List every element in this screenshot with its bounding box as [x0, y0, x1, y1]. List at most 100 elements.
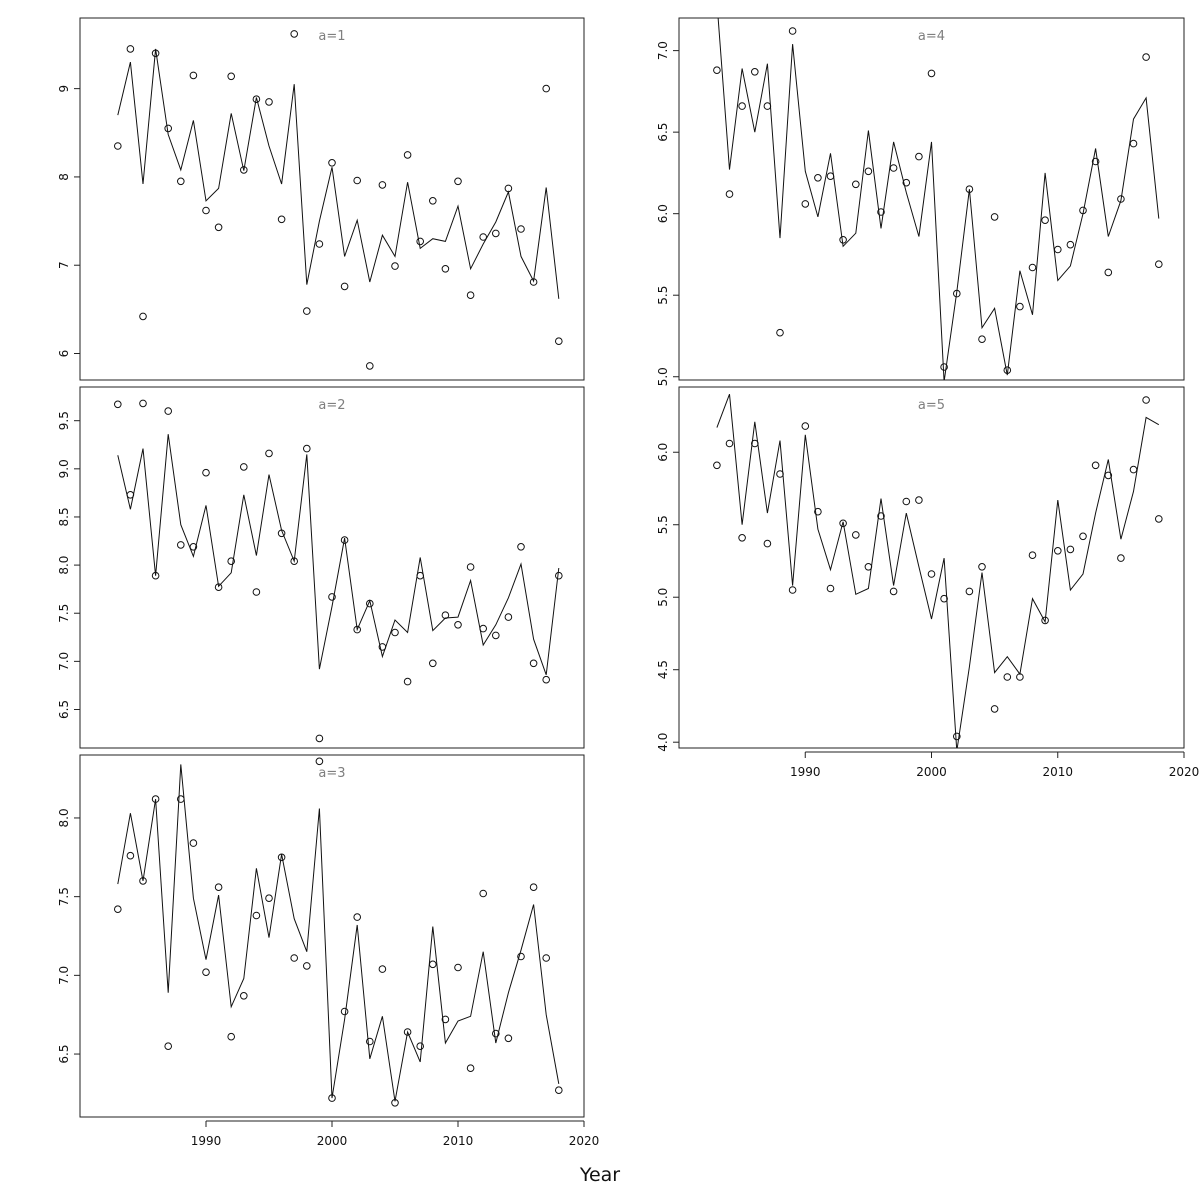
y-tick-label: 4.0: [656, 733, 670, 752]
data-point: [227, 1032, 235, 1041]
data-point: [1129, 465, 1138, 474]
data-point: [441, 265, 450, 273]
data-point: [114, 905, 122, 914]
panel-2: 6.5 7.0 7.5 8.0 8.5 9.0 9.5 a=2: [57, 386, 585, 749]
data-point: [1066, 240, 1075, 249]
data-point: [378, 965, 387, 973]
panel-3: 6.5 7.0 7.5 8.0 1990 2000 2010 2020 a=3: [57, 754, 599, 1148]
data-point: [940, 363, 948, 371]
data-point: [725, 190, 734, 198]
data-point: [763, 102, 772, 110]
data-point: [403, 1028, 412, 1036]
data-point: [441, 1015, 450, 1024]
y-tick-label: 8: [57, 173, 71, 181]
data-point: [290, 954, 299, 962]
y-tick-label: 6.5: [57, 700, 71, 719]
data-point: [763, 539, 772, 548]
data-point: [340, 1007, 349, 1016]
data-point: [265, 449, 273, 458]
data-point: [126, 851, 135, 860]
data-point: [403, 677, 412, 686]
data-point: [725, 439, 734, 448]
data-point: [277, 853, 286, 862]
data-point: [517, 952, 525, 961]
data-point: [902, 178, 911, 187]
data-point: [927, 69, 936, 78]
y-tick-label: 7.5: [57, 604, 71, 623]
data-point: [1003, 673, 1012, 681]
data-point: [1091, 157, 1100, 166]
y-tick-label: 8.5: [57, 507, 71, 526]
data-point: [164, 407, 172, 415]
data-point: [214, 883, 223, 892]
data-point: [902, 497, 911, 506]
series-group: [713, 18, 1163, 380]
data-point: [1028, 551, 1037, 560]
data-point: [915, 152, 923, 161]
data-point: [416, 237, 425, 246]
y-tick-label: 9: [57, 85, 71, 93]
data-point: [990, 213, 999, 221]
data-point: [466, 563, 475, 571]
y-tick-label: 6.5: [656, 123, 670, 142]
y-tick-label: 6.0: [656, 204, 670, 223]
data-point: [416, 1042, 425, 1050]
data-point: [889, 164, 898, 172]
data-point: [1091, 461, 1100, 470]
data-point: [391, 628, 399, 637]
data-point: [1117, 554, 1125, 562]
data-point: [353, 176, 362, 185]
data-point: [504, 613, 513, 621]
data-point: [466, 1064, 475, 1072]
data-point: [1129, 139, 1138, 148]
data-point: [915, 496, 923, 504]
y-tick-label: 5.0: [656, 588, 670, 607]
data-point: [139, 877, 147, 885]
data-point: [240, 992, 248, 1000]
data-point: [1104, 268, 1113, 277]
data-point: [189, 839, 198, 847]
series-group: [114, 399, 563, 743]
data-point: [429, 197, 437, 205]
data-point: [378, 181, 387, 189]
data-point: [177, 541, 185, 549]
data-point: [1142, 396, 1150, 404]
data-point: [1054, 245, 1062, 254]
plot-frame: [678, 17, 1185, 381]
data-point: [189, 71, 198, 80]
x-tick-label: 1990: [790, 765, 821, 779]
data-point: [1079, 532, 1087, 541]
data-point: [340, 536, 349, 544]
data-point: [429, 960, 437, 969]
y-tick-label: 6.0: [656, 443, 670, 462]
data-point: [315, 240, 324, 248]
data-point: [303, 444, 311, 453]
data-point: [315, 757, 324, 766]
panel-5: 4.0 4.5 5.0 5.5 6.0 1990 2000 2010 2020 a=5: [656, 386, 1199, 779]
data-point: [126, 45, 135, 53]
data-point: [788, 27, 797, 35]
data-point: [403, 151, 412, 159]
y-tick-label: 4.5: [656, 660, 670, 679]
series-group: [713, 394, 1163, 748]
data-point: [713, 66, 721, 74]
fitted-line: [117, 48, 560, 299]
x-tick-label: 2010: [443, 1134, 474, 1148]
data-point: [814, 174, 822, 182]
data-point: [877, 512, 885, 520]
data-point: [340, 282, 349, 291]
data-point: [114, 142, 122, 150]
data-point: [240, 166, 248, 174]
y-tick-label: 7.0: [656, 41, 670, 60]
y-tick-label: 6.5: [57, 1044, 71, 1063]
data-point: [328, 593, 336, 601]
data-point: [202, 968, 210, 977]
plot-frame: [79, 17, 585, 381]
data-point: [940, 594, 948, 603]
data-point: [1028, 263, 1037, 272]
data-point: [504, 1034, 513, 1043]
data-point: [227, 72, 235, 81]
fitted-line: [117, 764, 560, 1102]
y-tick-label: 9.0: [57, 459, 71, 478]
